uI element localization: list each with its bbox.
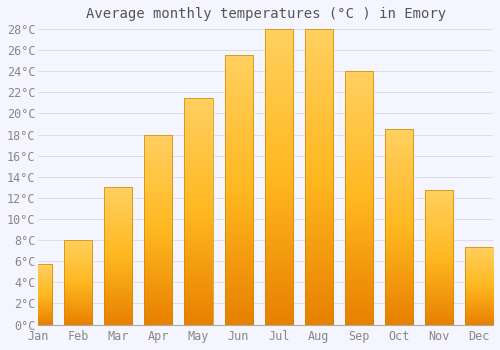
Title: Average monthly temperatures (°C ) in Emory: Average monthly temperatures (°C ) in Em… <box>86 7 446 21</box>
Bar <box>264 29 292 324</box>
Bar <box>425 190 453 324</box>
Bar <box>104 187 132 324</box>
Bar <box>385 129 413 324</box>
Bar <box>345 71 373 324</box>
Bar <box>184 98 212 324</box>
Bar <box>144 134 172 324</box>
Bar <box>304 29 333 324</box>
Bar <box>24 264 52 324</box>
Bar <box>224 55 252 324</box>
Bar <box>64 240 92 324</box>
Bar <box>465 247 493 324</box>
